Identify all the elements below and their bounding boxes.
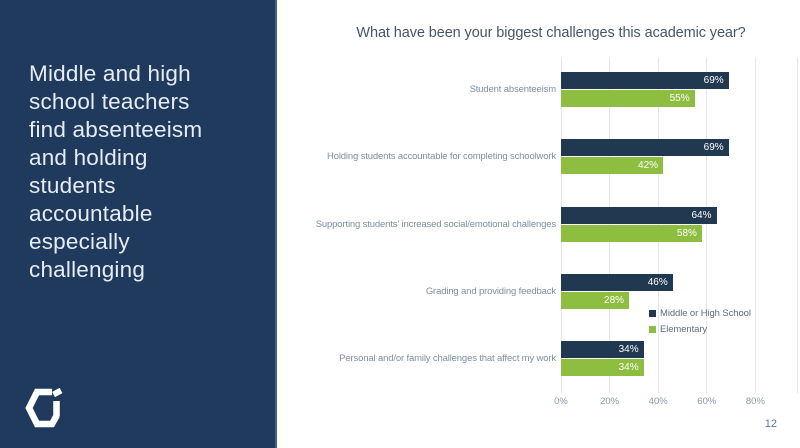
- legend-item: Middle or High School: [649, 305, 751, 322]
- bar-middle-or-high-school: 64%: [561, 206, 717, 224]
- x-axis-tick-label: 80%: [745, 396, 765, 407]
- sidebar-headline: Middle and high school teachers find abs…: [29, 61, 203, 282]
- bar-elementary: 55%: [561, 90, 695, 107]
- x-axis-tick-label: 0%: [554, 396, 568, 407]
- bar-value-label: 42%: [638, 160, 659, 172]
- gridline: [706, 58, 708, 393]
- chart-legend: Middle or High School Elementary: [649, 305, 751, 338]
- legend-item: Elementary: [649, 322, 751, 339]
- category-label: Personal and/or family challenges that a…: [339, 353, 556, 364]
- sidebar: Middle and high school teachers find abs…: [0, 0, 277, 448]
- bar-value-label: 28%: [604, 294, 625, 306]
- category-label: Student absenteeism: [469, 84, 557, 95]
- legend-swatch: [649, 309, 656, 317]
- ci-hexagon-logo-icon: [25, 388, 63, 428]
- bar-value-label: 64%: [691, 209, 712, 221]
- x-axis-tick-label: 20%: [600, 396, 620, 407]
- page-number: 12: [764, 418, 777, 430]
- bar-middle-or-high-school: 46%: [561, 273, 673, 291]
- bar-elementary: 34%: [561, 359, 644, 376]
- legend-label: Elementary: [660, 324, 708, 336]
- chart-title: What have been your biggest challenges t…: [356, 25, 746, 41]
- gridline: [754, 58, 756, 393]
- bar-value-label: 69%: [703, 75, 724, 86]
- bar-middle-or-high-school: 34%: [561, 341, 644, 358]
- x-axis-tick-label: 40%: [648, 396, 668, 407]
- category-label: Holding students accountable for complet…: [326, 151, 556, 163]
- category-label: Supporting students' increased social/em…: [315, 218, 556, 230]
- legend-swatch: [649, 326, 656, 334]
- bar-value-label: 46%: [647, 276, 668, 288]
- bar-elementary: 58%: [561, 224, 702, 242]
- category-label: Grading and providing feedback: [425, 285, 556, 297]
- bar-value-label: 58%: [676, 227, 697, 239]
- bar-value-label: 55%: [669, 93, 690, 104]
- bar-middle-or-high-school: 69%: [561, 72, 729, 89]
- bar-elementary: 42%: [561, 157, 664, 175]
- bar-middle-or-high-school: 69%: [561, 139, 729, 157]
- gridline: [797, 58, 798, 393]
- bar-value-label: 34%: [618, 362, 639, 373]
- bar-value-label: 69%: [703, 142, 724, 154]
- bar-elementary: 28%: [561, 291, 630, 309]
- x-axis-tick-label: 60%: [697, 396, 717, 407]
- legend-label: Middle or High School: [660, 307, 751, 319]
- bar-value-label: 34%: [618, 344, 639, 355]
